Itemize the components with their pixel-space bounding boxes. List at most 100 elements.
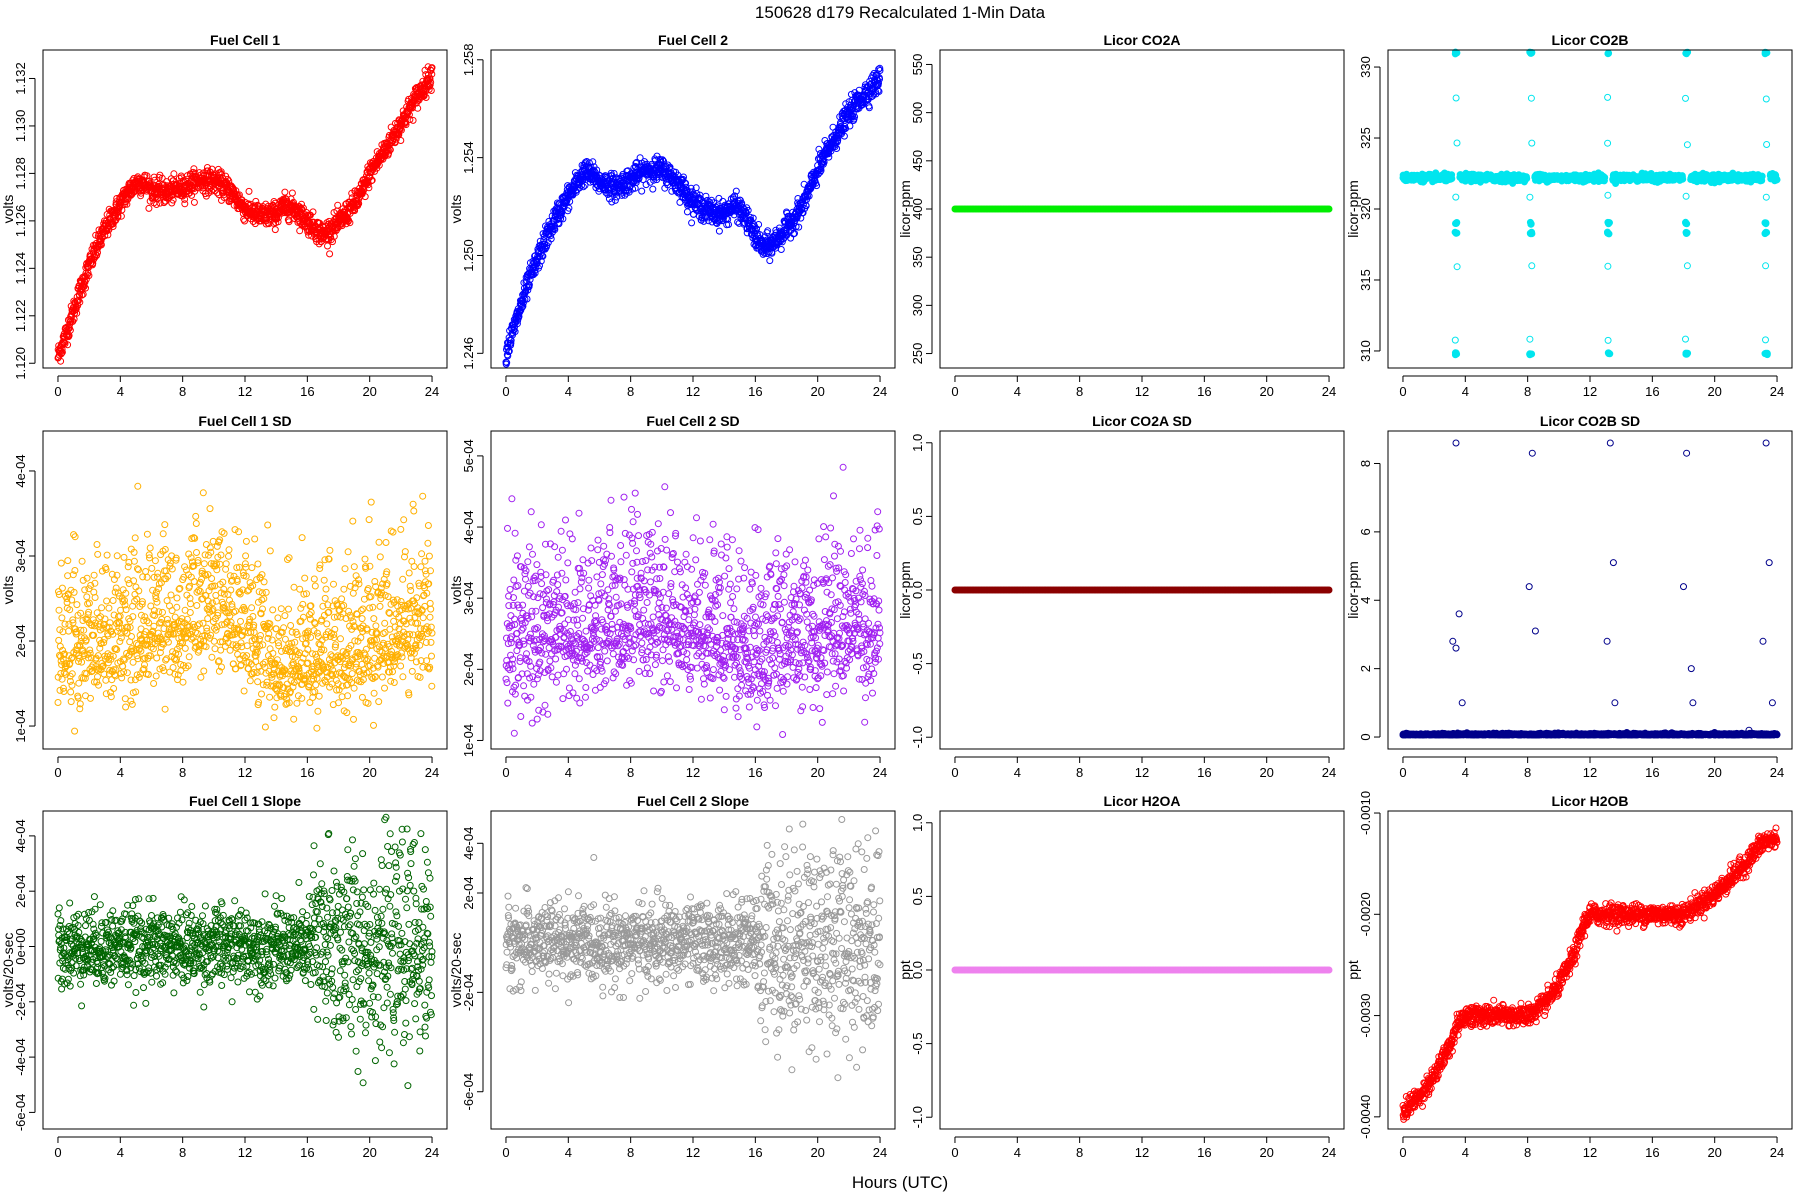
data-point: [1523, 175, 1531, 182]
x-tick-label: 20: [362, 384, 376, 399]
data-point: [109, 597, 117, 604]
data-point: [1683, 262, 1691, 270]
y-tick-label: 1.132: [13, 62, 28, 95]
data-point: [78, 291, 86, 299]
data-point: [1453, 139, 1461, 147]
data-point: [688, 219, 696, 227]
data-point: [638, 187, 646, 195]
data-point: [427, 87, 435, 94]
data-point: [1325, 205, 1333, 213]
data-point: [288, 189, 296, 197]
data-point: [76, 298, 84, 306]
data-point: [125, 558, 133, 566]
data-point: [1604, 262, 1612, 270]
data-point: [218, 171, 226, 179]
data-point: [103, 597, 111, 605]
data-point: [1604, 93, 1612, 101]
figure-title: 150628 d179 Recalculated 1-Min Data: [755, 3, 1046, 22]
data-point: [1682, 192, 1690, 200]
data-point: [55, 606, 63, 614]
data-point: [102, 676, 110, 684]
data-point: [1762, 336, 1769, 344]
data-point: [1526, 229, 1534, 237]
y-tick-label: 1.246: [461, 337, 476, 370]
data-point: [1762, 193, 1770, 201]
y-tick-label: 350: [910, 246, 925, 268]
data-point: [95, 614, 103, 622]
data-point: [190, 165, 198, 173]
x-axis-fc2: 0 4 8 12 16 20 24: [502, 375, 887, 399]
data-point: [1526, 335, 1534, 343]
y-tick-label: 1.122: [13, 300, 28, 333]
data-point: [304, 211, 311, 219]
data-point: [507, 339, 515, 347]
data-point: [58, 345, 66, 353]
data-point: [1451, 50, 1459, 58]
data-point: [75, 679, 83, 687]
data-point: [89, 259, 97, 267]
data-point: [142, 568, 150, 575]
panel-title-co2a: Licor CO2A: [1103, 32, 1180, 48]
data-point: [252, 197, 260, 205]
data-point: [104, 231, 112, 239]
data-point: [82, 284, 89, 292]
data-point: [217, 168, 225, 176]
data-point: [114, 212, 122, 220]
data-point: [777, 246, 785, 253]
data-point: [766, 257, 774, 265]
data-point: [224, 175, 232, 183]
data-point: [73, 601, 81, 609]
data-point: [298, 200, 305, 208]
y-tick-label: 1.130: [13, 110, 28, 143]
x-tick-label: 12: [686, 384, 700, 399]
data-point: [420, 91, 428, 99]
data-point: [1762, 95, 1770, 103]
y-tick-label: 315: [1358, 269, 1373, 291]
data-point: [181, 200, 189, 208]
points-fc2: [502, 64, 884, 368]
data-point: [1679, 175, 1687, 183]
data-point: [1526, 218, 1534, 226]
data-point: [58, 348, 66, 356]
points-co2a: [951, 205, 1333, 213]
data-point: [409, 116, 417, 124]
data-point: [290, 198, 297, 206]
y-tick-label: 1.120: [13, 347, 28, 380]
data-point: [354, 200, 362, 208]
data-point: [113, 552, 121, 560]
data-point: [79, 290, 87, 298]
data-point: [170, 170, 178, 178]
x-tick-label: 0: [1399, 384, 1406, 399]
x-tick-label: 12: [1135, 384, 1149, 399]
data-point: [125, 580, 133, 587]
data-point: [1683, 141, 1691, 149]
data-point: [64, 572, 72, 580]
data-point: [118, 674, 126, 682]
data-point: [67, 698, 75, 706]
x-tick-label: 24: [1770, 384, 1784, 399]
data-point: [428, 70, 436, 78]
y-tick-label: 1.126: [13, 205, 28, 238]
data-point: [130, 577, 138, 585]
data-point: [120, 553, 128, 561]
data-point: [83, 593, 91, 601]
data-point: [1452, 193, 1460, 201]
data-point: [87, 694, 94, 702]
points-fc1: [54, 63, 436, 365]
data-point: [1453, 263, 1461, 271]
x-tick-label: 4: [117, 384, 124, 399]
data-point: [361, 193, 369, 201]
y-axis-label-fc2: volts: [448, 195, 464, 224]
y-tick-label: 550: [910, 54, 925, 76]
data-point: [65, 627, 73, 635]
data-point: [422, 94, 430, 101]
data-point: [116, 638, 124, 645]
data-point: [1682, 94, 1689, 102]
data-point: [1761, 230, 1769, 238]
data-point: [296, 227, 304, 235]
x-tick-label: 8: [1524, 384, 1531, 399]
y-axis-label-fc1: volts: [0, 195, 16, 224]
